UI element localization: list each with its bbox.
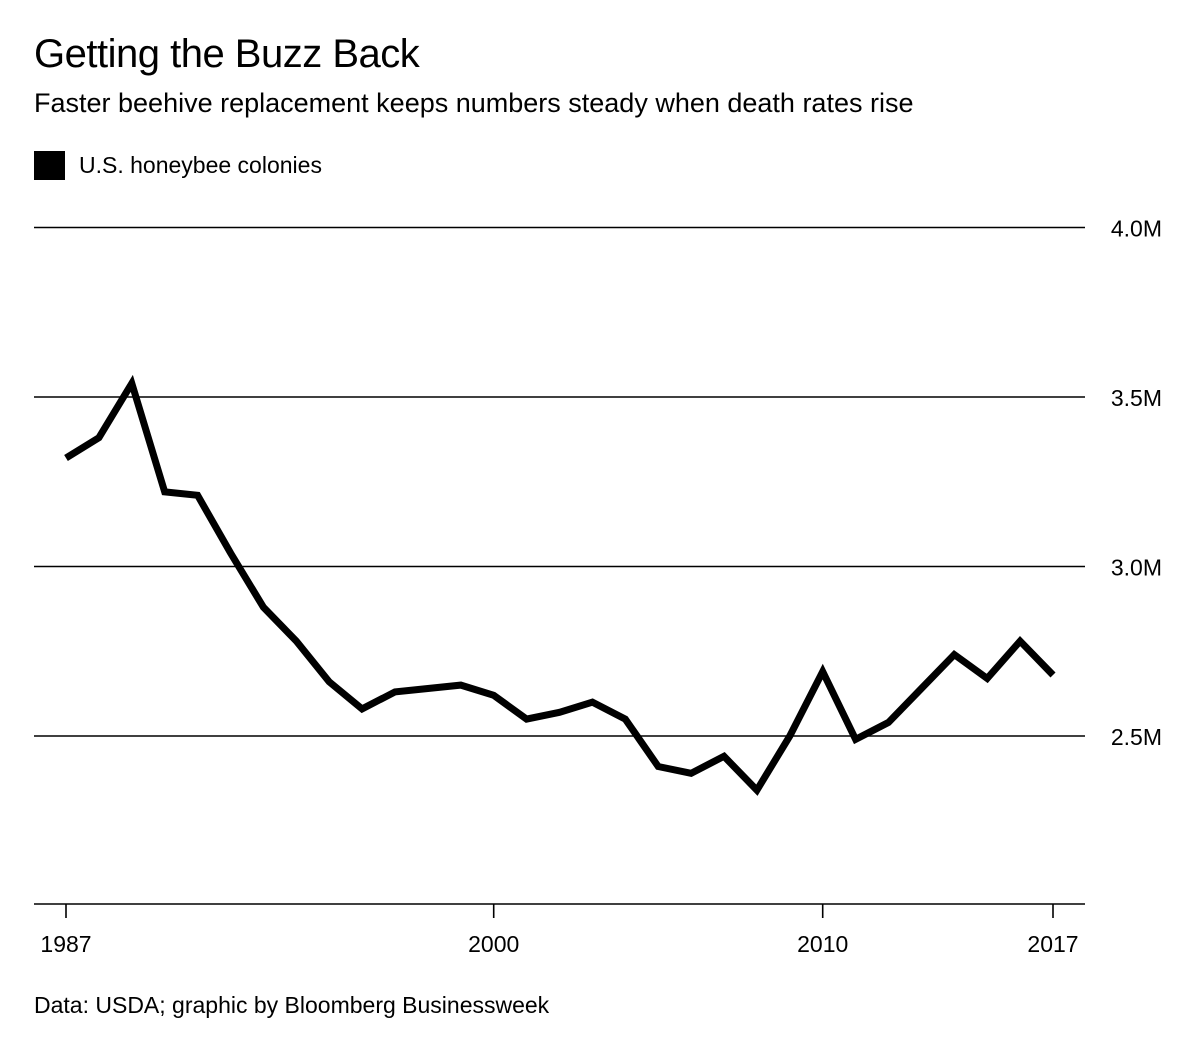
legend-swatch <box>34 150 65 180</box>
legend-label: U.S. honeybee colonies <box>79 151 322 178</box>
series-line <box>64 374 1056 796</box>
x-tick-label: 2017 <box>1027 931 1078 957</box>
y-tick-label: 3.0M <box>1111 555 1162 581</box>
x-tick-label: 2000 <box>468 931 519 957</box>
chart-title: Getting the Buzz Back <box>34 32 420 76</box>
chart-subtitle: Faster beehive replacement keeps numbers… <box>34 88 914 118</box>
y-tick-label: 2.5M <box>1111 724 1162 750</box>
y-tick-label: 3.5M <box>1111 385 1162 411</box>
x-tick-label: 1987 <box>40 931 91 957</box>
legend: U.S. honeybee colonies <box>34 150 322 180</box>
y-tick-label: 4.0M <box>1111 216 1162 242</box>
x-tick-label: 2010 <box>797 931 848 957</box>
source-note: Data: USDA; graphic by Bloomberg Busines… <box>34 992 550 1018</box>
